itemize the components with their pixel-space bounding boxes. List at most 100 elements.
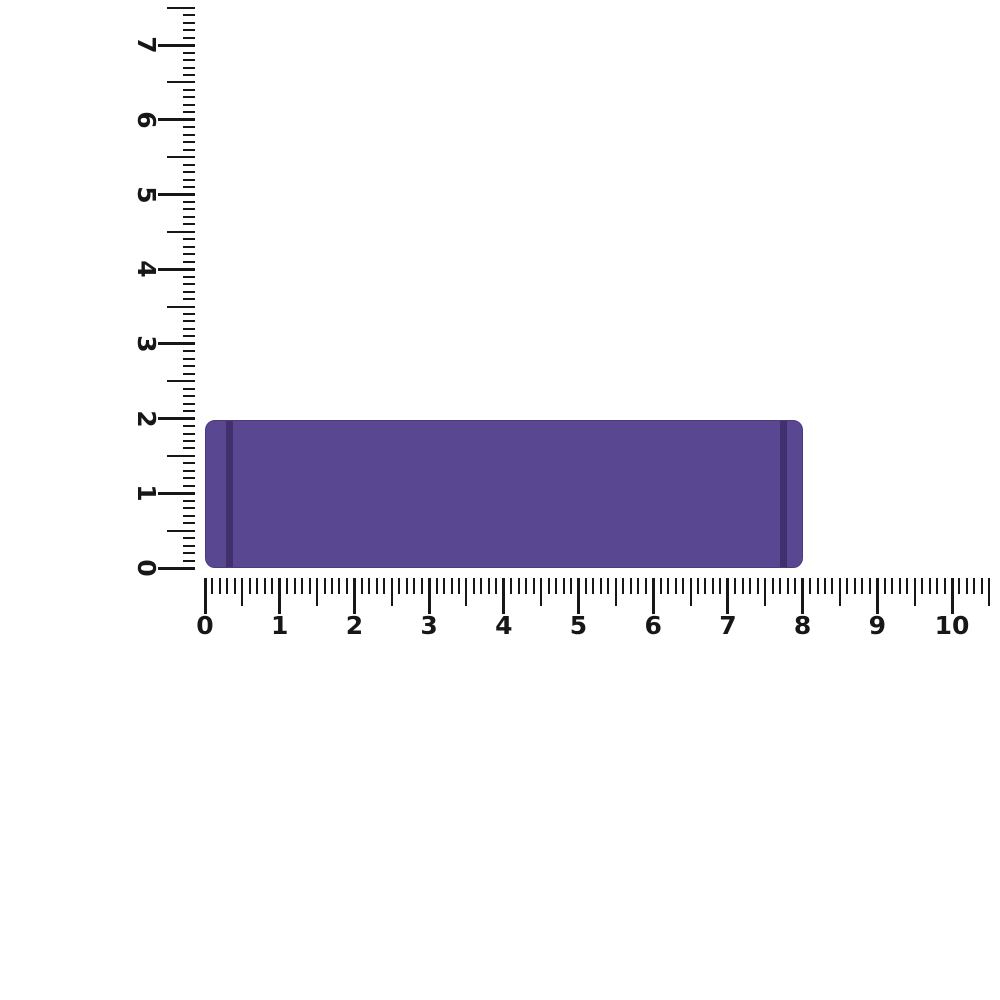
v-ruler-tick	[183, 223, 195, 226]
v-ruler-tick	[183, 387, 195, 390]
h-ruler-tick	[271, 578, 274, 594]
h-ruler-tick	[420, 578, 423, 594]
h-ruler-label: 5	[569, 611, 588, 640]
h-ruler-tick	[450, 578, 453, 594]
h-ruler-tick	[427, 578, 431, 614]
h-ruler-tick	[368, 578, 371, 594]
v-ruler-tick	[183, 29, 195, 32]
v-ruler-tick	[183, 335, 195, 338]
v-ruler-tick	[158, 193, 195, 196]
h-ruler-tick	[263, 578, 266, 594]
h-ruler-tick	[741, 578, 744, 594]
v-ruler-tick	[183, 186, 195, 189]
v-ruler-tick	[183, 395, 195, 398]
v-ruler-tick	[183, 327, 195, 330]
v-ruler-tick	[183, 178, 195, 181]
h-ruler-tick	[973, 578, 976, 594]
h-ruler-tick	[831, 578, 834, 594]
v-ruler-tick	[183, 36, 195, 39]
v-ruler-tick	[158, 417, 195, 421]
v-ruler-label: 3	[132, 335, 161, 353]
h-ruler-tick	[764, 578, 767, 606]
v-ruler-tick	[183, 14, 195, 17]
h-ruler-tick	[457, 578, 460, 594]
v-ruler-tick	[183, 275, 195, 278]
v-ruler-tick	[183, 133, 195, 136]
h-ruler-tick	[323, 578, 326, 594]
h-ruler-tick	[734, 578, 737, 594]
h-ruler-label: 1	[270, 611, 289, 640]
h-ruler-tick	[958, 578, 961, 594]
h-ruler-tick	[726, 578, 730, 614]
v-ruler-tick	[183, 507, 195, 510]
v-ruler-tick	[183, 469, 195, 472]
v-ruler-tick	[167, 305, 195, 308]
v-ruler-tick	[183, 171, 195, 174]
h-ruler-tick	[846, 578, 849, 594]
v-ruler-tick	[183, 51, 195, 54]
h-ruler-tick	[794, 578, 797, 594]
h-ruler-tick	[674, 578, 677, 594]
h-ruler-tick	[584, 578, 587, 594]
h-ruler-tick	[570, 578, 573, 594]
h-ruler-label: 4	[495, 611, 513, 640]
h-ruler-tick	[390, 578, 393, 606]
v-ruler-tick	[183, 96, 195, 99]
v-ruler-tick	[167, 6, 195, 9]
h-ruler-tick	[547, 578, 550, 594]
v-ruler-tick	[183, 21, 195, 24]
h-ruler-tick	[540, 578, 543, 606]
h-ruler-tick	[965, 578, 968, 594]
v-ruler-tick	[183, 357, 195, 360]
h-ruler-tick	[868, 578, 871, 594]
h-ruler-tick	[711, 578, 714, 594]
v-ruler-tick	[183, 253, 195, 256]
h-ruler-tick	[465, 578, 468, 606]
h-ruler-tick	[375, 578, 378, 594]
v-ruler-tick	[183, 402, 195, 405]
v-ruler-tick	[183, 141, 195, 144]
h-ruler-tick	[659, 578, 662, 594]
h-ruler-tick	[898, 578, 901, 594]
h-ruler-tick	[771, 578, 774, 594]
v-ruler-tick	[158, 566, 195, 570]
v-ruler-tick	[183, 283, 195, 286]
h-ruler-tick	[599, 578, 602, 594]
h-ruler-tick	[555, 578, 558, 594]
h-ruler-tick	[352, 578, 356, 614]
v-ruler-tick	[183, 559, 195, 562]
v-ruler-tick	[183, 432, 195, 435]
h-ruler-label: 3	[420, 611, 438, 640]
h-ruler-tick	[256, 578, 259, 594]
v-ruler-tick	[183, 298, 195, 301]
v-ruler-tick	[183, 148, 195, 151]
v-ruler-tick	[183, 484, 195, 487]
h-ruler-tick	[614, 578, 617, 606]
h-ruler-tick	[779, 578, 782, 594]
h-ruler-tick	[816, 578, 819, 594]
v-ruler-tick	[158, 267, 195, 271]
h-ruler-tick	[398, 578, 401, 594]
h-ruler-tick	[532, 578, 535, 594]
v-ruler-tick	[183, 447, 195, 450]
h-ruler-tick	[502, 578, 506, 614]
h-ruler-tick	[667, 578, 670, 594]
v-ruler-tick	[183, 477, 195, 480]
v-ruler-tick	[183, 372, 195, 375]
h-ruler-label: 7	[719, 611, 737, 640]
h-ruler-tick	[495, 578, 498, 594]
v-ruler-tick	[183, 66, 195, 69]
v-ruler-tick	[167, 529, 195, 532]
object-groove-left	[226, 421, 233, 567]
h-ruler-tick	[928, 578, 931, 594]
object-groove-right	[780, 421, 787, 567]
h-ruler-label: 8	[793, 611, 812, 640]
v-ruler-label: 1	[132, 484, 161, 502]
v-ruler-tick	[183, 320, 195, 323]
h-ruler-tick	[936, 578, 939, 594]
h-ruler-tick	[562, 578, 565, 594]
h-ruler-tick	[472, 578, 475, 594]
h-ruler-tick	[525, 578, 528, 594]
h-ruler-tick	[405, 578, 408, 594]
